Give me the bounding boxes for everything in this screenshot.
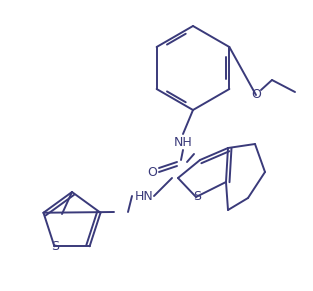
Text: O: O [251, 88, 261, 102]
Text: HN: HN [135, 189, 153, 203]
Text: O: O [147, 166, 157, 178]
Text: NH: NH [174, 136, 192, 148]
Text: S: S [193, 191, 201, 203]
Text: S: S [51, 240, 59, 253]
